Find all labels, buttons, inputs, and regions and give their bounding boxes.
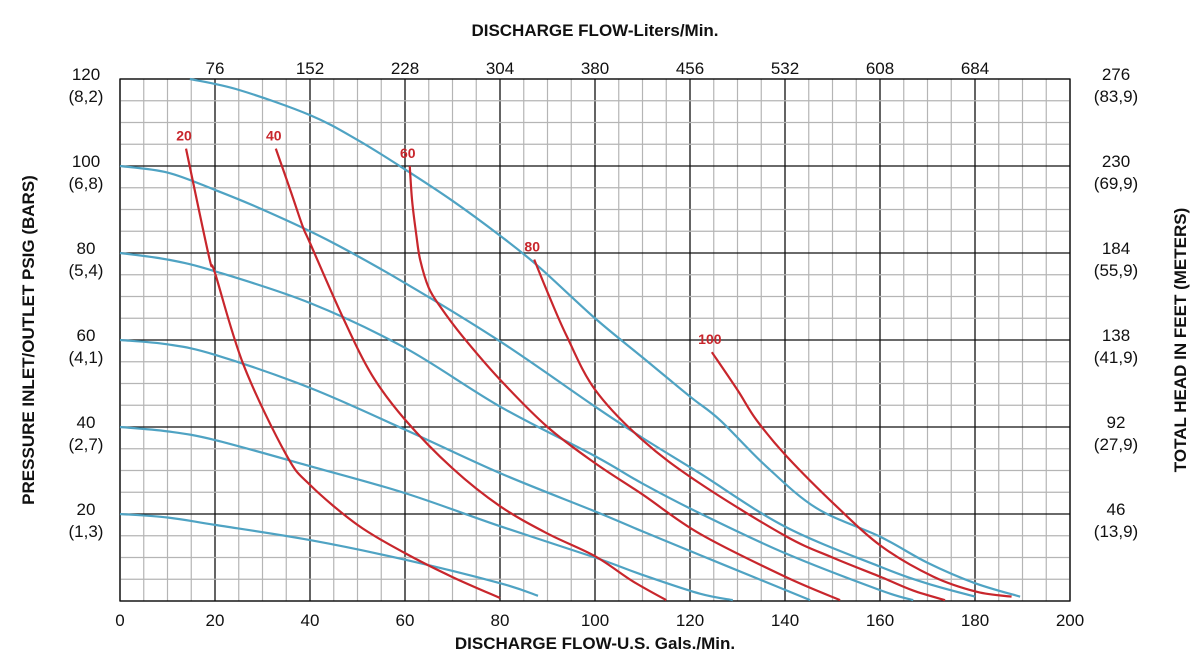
air-curve-label: 80 bbox=[524, 239, 540, 255]
y-tick-sublabel: (8,2) bbox=[69, 87, 104, 106]
y-tick-label: 60 bbox=[77, 326, 96, 345]
x2-tick-label: 76 bbox=[206, 59, 225, 78]
x2-tick-label: 684 bbox=[961, 59, 989, 78]
y-tick-label: 20 bbox=[77, 500, 96, 519]
air-curve-label: 60 bbox=[400, 145, 416, 161]
y-tick-label: 80 bbox=[77, 239, 96, 258]
y2-tick-sublabel: (55,9) bbox=[1094, 261, 1138, 280]
grid bbox=[119, 78, 1071, 602]
x-tick-label: 60 bbox=[396, 611, 415, 630]
pressure-curve-20 bbox=[119, 512, 539, 597]
y2-axis-title: TOTAL HEAD IN FEET (METERS) bbox=[1171, 208, 1190, 472]
x2-tick-label: 152 bbox=[296, 59, 324, 78]
x-tick-label: 100 bbox=[581, 611, 609, 630]
pressure-curve-40 bbox=[119, 425, 733, 602]
x-tick-label: 200 bbox=[1056, 611, 1084, 630]
x-tick-label: 140 bbox=[771, 611, 799, 630]
y2-tick-label: 184 bbox=[1102, 239, 1130, 258]
air-curve-40 bbox=[274, 148, 667, 602]
y2-tick-sublabel: (27,9) bbox=[1094, 435, 1138, 454]
x2-tick-label: 456 bbox=[676, 59, 704, 78]
y-tick-label: 40 bbox=[77, 413, 96, 432]
y-tick-sublabel: (4,1) bbox=[69, 348, 104, 367]
x2-tick-label: 532 bbox=[771, 59, 799, 78]
y2-tick-sublabel: (69,9) bbox=[1094, 174, 1138, 193]
y2-tick-label: 138 bbox=[1102, 326, 1130, 345]
tick-labels: 0 20 40 60 80 100 120 140 160 180 200 76 152 228 304 38… bbox=[69, 59, 1139, 630]
air-curve-100 bbox=[710, 351, 1012, 598]
x2-axis-title: DISCHARGE FLOW-Liters/Min. bbox=[471, 21, 718, 40]
y-tick-sublabel: (2,7) bbox=[69, 435, 104, 454]
y2-tick-label: 92 bbox=[1107, 413, 1126, 432]
air-curve-60 bbox=[408, 165, 841, 602]
x-tick-label: 40 bbox=[301, 611, 320, 630]
air-curve-label: 100 bbox=[698, 331, 722, 347]
y2-tick-label: 276 bbox=[1102, 65, 1130, 84]
air-consumption-curves: 20 40 60 80 100 bbox=[176, 128, 1012, 602]
y-tick-sublabel: (1,3) bbox=[69, 522, 104, 541]
y-tick-sublabel: (5,4) bbox=[69, 261, 104, 280]
x2-tick-label: 228 bbox=[391, 59, 419, 78]
pressure-curve-80 bbox=[119, 251, 914, 602]
pressure-curve-120 bbox=[189, 77, 1021, 598]
x-tick-label: 20 bbox=[206, 611, 225, 630]
x-axis-title: DISCHARGE FLOW-U.S. Gals./Min. bbox=[455, 634, 735, 653]
y-tick-label: 120 bbox=[72, 65, 100, 84]
y-axis-title: PRESSURE INLET/OUTLET PSIG (BARS) bbox=[19, 175, 38, 505]
y-tick-label: 100 bbox=[72, 152, 100, 171]
x-tick-label: 0 bbox=[115, 611, 124, 630]
y2-tick-label: 46 bbox=[1107, 500, 1126, 519]
y-tick-sublabel: (6,8) bbox=[69, 174, 104, 193]
pressure-curve-60 bbox=[119, 338, 811, 602]
air-curve-80 bbox=[533, 259, 946, 602]
x-tick-label: 120 bbox=[676, 611, 704, 630]
x-tick-label: 80 bbox=[491, 611, 510, 630]
y2-tick-label: 230 bbox=[1102, 152, 1130, 171]
x2-tick-label: 608 bbox=[866, 59, 894, 78]
y2-tick-sublabel: (13,9) bbox=[1094, 522, 1138, 541]
y2-tick-sublabel: (83,9) bbox=[1094, 87, 1138, 106]
x2-tick-label: 380 bbox=[581, 59, 609, 78]
pressure-curve-100 bbox=[119, 164, 976, 598]
x2-tick-label: 304 bbox=[486, 59, 514, 78]
air-curve-20 bbox=[184, 148, 501, 599]
air-curve-label: 20 bbox=[176, 128, 192, 144]
air-curve-label: 40 bbox=[266, 128, 282, 144]
x-tick-label: 180 bbox=[961, 611, 989, 630]
x-tick-label: 160 bbox=[866, 611, 894, 630]
pressure-curves bbox=[119, 77, 1021, 602]
y2-tick-sublabel: (41,9) bbox=[1094, 348, 1138, 367]
